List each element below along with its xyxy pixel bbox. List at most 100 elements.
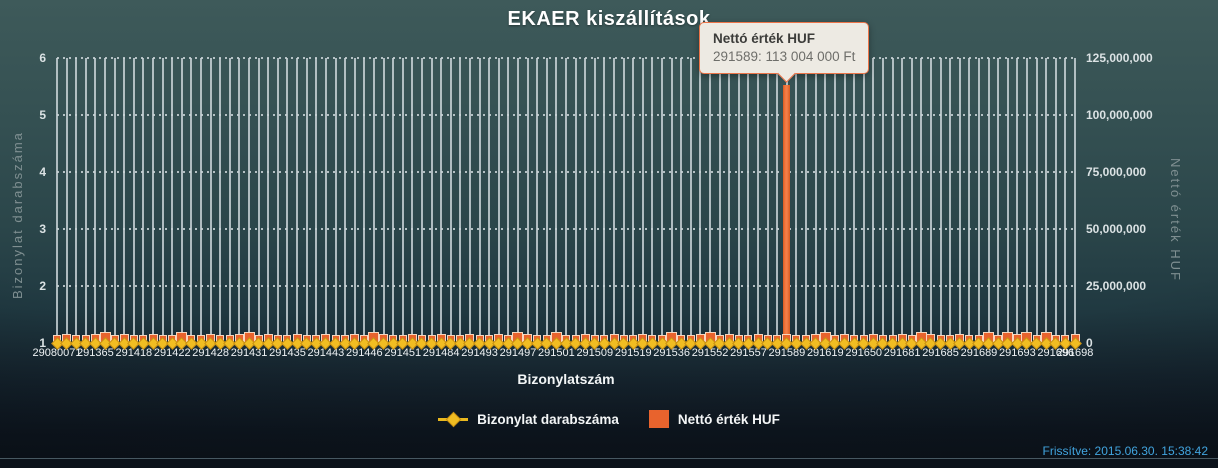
category-gridline [305, 58, 308, 343]
category-gridline [84, 58, 87, 343]
category-gridline [603, 58, 606, 343]
category-gridline [968, 58, 971, 343]
category-gridline [420, 58, 423, 343]
x-axis-title: Bizonylatszám [517, 371, 615, 387]
category-gridline [507, 58, 510, 343]
x-axis-label: 291685 [922, 347, 959, 359]
category-gridline [65, 58, 68, 343]
x-axis-label: 291681 [883, 347, 921, 359]
x-axis-label: 291696 [1037, 347, 1075, 359]
x-axis-label: 291418 [115, 347, 153, 359]
category-gridline [449, 58, 452, 343]
category-gridline [1006, 58, 1009, 343]
category-gridline [805, 58, 808, 343]
category-gridline [142, 58, 145, 343]
category-gridline [209, 58, 212, 343]
category-gridline [1025, 58, 1028, 343]
category-gridline [468, 58, 471, 343]
category-gridline [949, 58, 952, 343]
right-axis-tick: 75,000,000 [1086, 165, 1147, 179]
category-gridline [286, 58, 289, 343]
category-gridline [411, 58, 414, 343]
highlighted-column-bar[interactable] [783, 85, 791, 343]
legend-item-count[interactable]: Bizonylat darabszáma [438, 411, 619, 427]
category-gridline [728, 58, 731, 343]
horizontal-gridline [57, 228, 1075, 230]
x-axis-label: 291497 [499, 347, 537, 359]
category-gridline [670, 58, 673, 343]
category-gridline [257, 58, 260, 343]
left-axis-tick: 2 [39, 279, 46, 293]
category-gridline [315, 58, 318, 343]
x-axis-label: 291428 [192, 347, 230, 359]
category-gridline [814, 58, 817, 343]
category-gridline [459, 58, 462, 343]
category-gridline [392, 58, 395, 343]
x-axis-label: 291493 [461, 347, 498, 359]
x-axis-label: 291536 [653, 347, 690, 359]
category-gridline [593, 58, 596, 343]
category-gridline [737, 58, 740, 343]
category-gridline [324, 58, 327, 343]
category-gridline [881, 58, 884, 343]
category-gridline [430, 58, 433, 343]
category-gridline [104, 58, 107, 343]
category-gridline [699, 58, 702, 343]
category-gridline [440, 58, 443, 343]
category-gridline [958, 58, 961, 343]
x-axis-label: 291422 [153, 347, 191, 359]
category-gridline [795, 58, 798, 343]
category-gridline [382, 58, 385, 343]
left-axis-tick: 6 [39, 51, 46, 65]
category-gridline [1074, 58, 1076, 343]
category-gridline [123, 58, 126, 343]
category-gridline [1016, 58, 1019, 343]
category-gridline [372, 58, 375, 343]
category-gridline [997, 58, 1000, 343]
category-gridline [977, 58, 980, 343]
category-gridline [56, 58, 58, 343]
x-axis-label: 291446 [345, 347, 383, 359]
x-axis-label: 291698 [1056, 347, 1094, 359]
category-gridline [910, 58, 913, 343]
x-axis-label: 291650 [845, 347, 883, 359]
tooltip-value: 291589: 113 004 000 Ft [713, 49, 856, 64]
category-gridline [853, 58, 856, 343]
x-axis-label: 29080071 [32, 347, 82, 359]
category-gridline [344, 58, 347, 343]
legend-label-count: Bizonylat darabszáma [477, 411, 619, 427]
category-gridline [641, 58, 644, 343]
category-gridline [709, 58, 712, 343]
category-gridline [613, 58, 616, 343]
category-gridline [872, 58, 875, 343]
horizontal-gridline [57, 114, 1075, 116]
right-axis-title: Nettó érték HUF [1168, 158, 1183, 282]
tooltip: Nettó érték HUF 291589: 113 004 000 Ft [699, 22, 870, 83]
category-gridline [132, 58, 135, 343]
right-axis-tick: 50,000,000 [1086, 222, 1147, 236]
category-gridline [632, 58, 635, 343]
x-axis-label: 291557 [730, 347, 767, 359]
left-axis-tick: 3 [39, 222, 46, 236]
category-gridline [334, 58, 337, 343]
category-gridline [219, 58, 222, 343]
category-gridline [94, 58, 97, 343]
legend-item-net[interactable]: Nettó érték HUF [648, 410, 780, 428]
category-gridline [757, 58, 760, 343]
right-axis-tick: 125,000,000 [1086, 51, 1153, 65]
tooltip-title: Nettó érték HUF [713, 31, 816, 46]
category-gridline [766, 58, 769, 343]
category-gridline [171, 58, 174, 343]
category-gridline [228, 58, 231, 343]
chart-title: EKAER kiszállítások [507, 8, 711, 30]
diamond-line-marker-icon [438, 411, 469, 427]
x-axis-label: 291501 [538, 347, 575, 359]
x-axis-label: 291589 [768, 347, 806, 359]
left-axis-tick: 4 [39, 165, 46, 179]
category-gridline [622, 58, 625, 343]
category-gridline [862, 58, 865, 343]
right-axis-tick: 100,000,000 [1086, 108, 1153, 122]
category-gridline [747, 58, 750, 343]
horizontal-gridline [57, 57, 1075, 59]
